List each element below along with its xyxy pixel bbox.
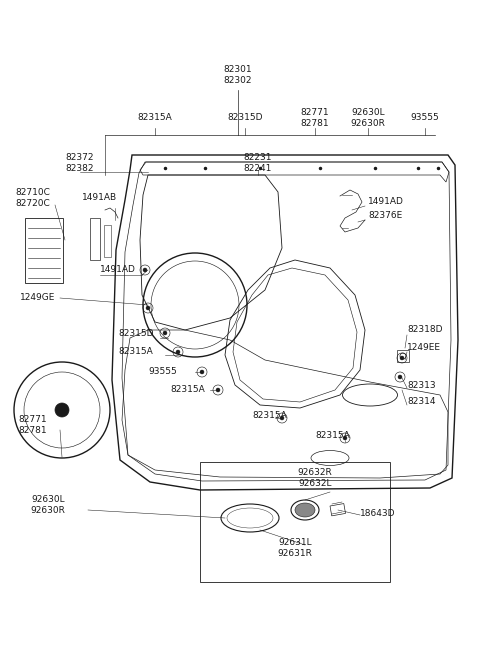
Text: 1491AD: 1491AD bbox=[100, 265, 136, 274]
Bar bbox=[330, 504, 346, 516]
Ellipse shape bbox=[295, 503, 315, 517]
Circle shape bbox=[398, 375, 402, 379]
Circle shape bbox=[216, 388, 220, 392]
Circle shape bbox=[55, 403, 69, 417]
Text: 82313: 82313 bbox=[407, 381, 436, 390]
Text: 82314: 82314 bbox=[407, 398, 435, 407]
Circle shape bbox=[176, 350, 180, 354]
Circle shape bbox=[200, 370, 204, 374]
Text: 1491AB: 1491AB bbox=[83, 193, 118, 202]
Text: 82315A: 82315A bbox=[118, 348, 153, 356]
Bar bbox=[25, 218, 63, 283]
Text: 82231
82241: 82231 82241 bbox=[244, 153, 272, 173]
Text: 82771
82781: 82771 82781 bbox=[300, 108, 329, 128]
Text: 82318D: 82318D bbox=[407, 326, 443, 335]
Circle shape bbox=[163, 331, 167, 335]
Text: 82710C
82720C: 82710C 82720C bbox=[15, 188, 50, 208]
Text: 92630L
92630R: 92630L 92630R bbox=[350, 108, 385, 128]
Text: 82315A: 82315A bbox=[170, 386, 205, 394]
Circle shape bbox=[343, 436, 347, 440]
Text: 18643D: 18643D bbox=[360, 508, 396, 517]
Text: 1491AD: 1491AD bbox=[368, 198, 404, 206]
Text: 93555: 93555 bbox=[410, 113, 439, 122]
Text: 82771
82781: 82771 82781 bbox=[19, 415, 48, 435]
Text: 82372
82382: 82372 82382 bbox=[66, 153, 94, 173]
Text: 92630L
92630R: 92630L 92630R bbox=[31, 495, 65, 515]
Circle shape bbox=[280, 416, 284, 420]
Circle shape bbox=[143, 268, 147, 272]
Text: 1249EE: 1249EE bbox=[407, 343, 441, 352]
Text: 93555: 93555 bbox=[148, 367, 177, 377]
Text: 82315A: 82315A bbox=[315, 430, 350, 440]
Text: 82315A: 82315A bbox=[252, 411, 287, 419]
Circle shape bbox=[146, 306, 150, 310]
Text: 82315D: 82315D bbox=[118, 329, 154, 337]
Bar bbox=[104, 225, 111, 257]
Circle shape bbox=[400, 356, 404, 360]
Text: 92631L
92631R: 92631L 92631R bbox=[277, 538, 312, 557]
Text: 82376E: 82376E bbox=[368, 212, 402, 221]
Text: 82315D: 82315D bbox=[227, 113, 263, 122]
Bar bbox=[90, 218, 100, 260]
Text: 82301
82302: 82301 82302 bbox=[224, 66, 252, 84]
Text: 1249GE: 1249GE bbox=[20, 293, 55, 303]
Text: 82315A: 82315A bbox=[138, 113, 172, 122]
Bar bbox=[200, 462, 390, 582]
Bar bbox=[397, 350, 409, 362]
Text: 92632R
92632L: 92632R 92632L bbox=[298, 468, 332, 488]
